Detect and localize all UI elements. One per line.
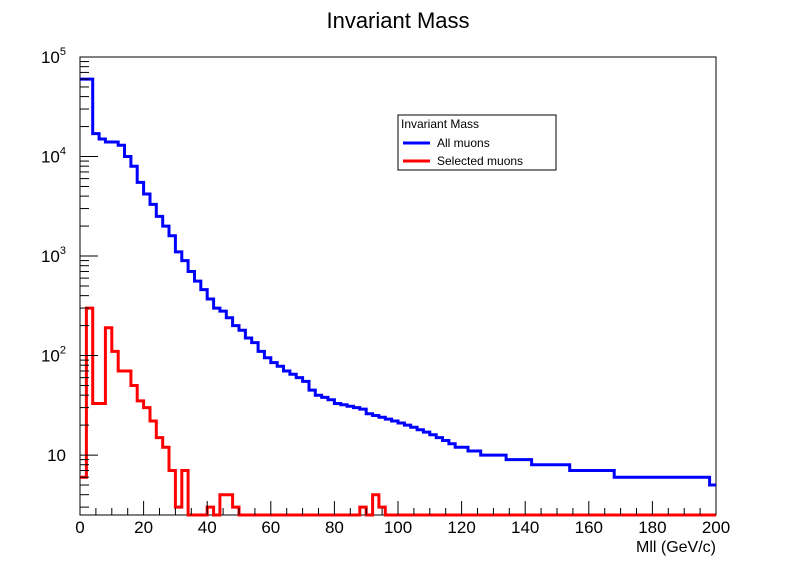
series-all-muons [80, 77, 716, 487]
x-axis-label: Mll (GeV/c) [636, 539, 716, 556]
chart-title: Invariant Mass [326, 8, 469, 33]
legend-label-all-muons: All muons [437, 136, 490, 150]
x-tick-label: 100 [384, 518, 412, 537]
x-tick-label: 60 [261, 518, 280, 537]
y-axis: 105 104 103 102 10 [41, 46, 98, 508]
legend-title: Invariant Mass [401, 117, 479, 131]
legend-label-selected-muons: Selected muons [437, 154, 523, 168]
x-tick-label: 40 [198, 518, 217, 537]
y-tick-label: 103 [41, 245, 66, 266]
x-tick-label: 160 [575, 518, 603, 537]
x-tick-label: 200 [702, 518, 730, 537]
x-tick-label: 0 [75, 518, 84, 537]
x-tick-label: 120 [447, 518, 475, 537]
series-selected-muons [80, 306, 716, 517]
y-tick-label: 102 [41, 345, 66, 366]
y-tick-label: 104 [41, 146, 66, 167]
x-tick-label: 80 [325, 518, 344, 537]
y-tick-label: 105 [41, 46, 66, 67]
x-axis: 0 20 40 60 80 100 120 140 160 180 200 [75, 501, 730, 537]
y-tick-label: 10 [47, 446, 66, 465]
x-tick-label: 20 [134, 518, 153, 537]
legend: Invariant Mass All muons Selected muons [397, 114, 557, 171]
x-tick-label: 140 [511, 518, 539, 537]
x-tick-label: 180 [638, 518, 666, 537]
